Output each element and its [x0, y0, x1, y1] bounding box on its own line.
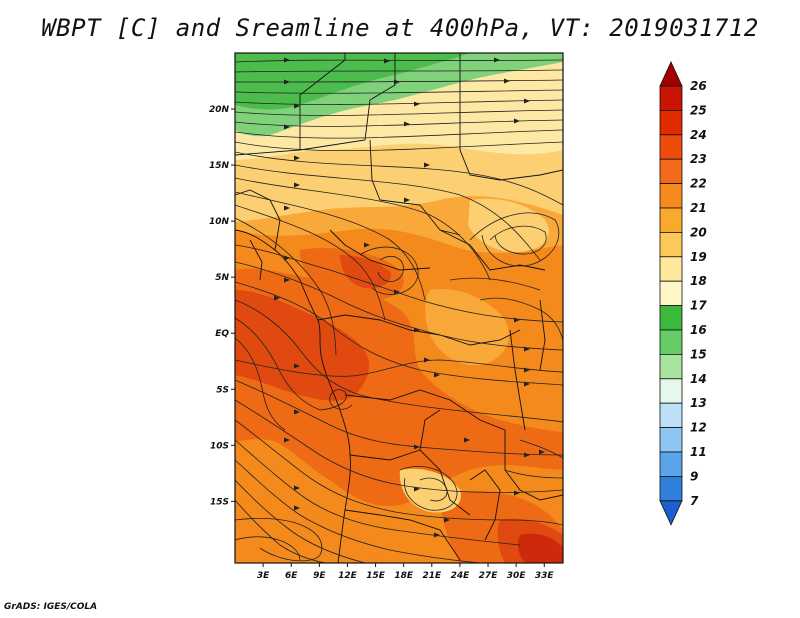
lat-label: 15N — [209, 161, 230, 171]
colorbar-label: 15 — [690, 347, 707, 361]
colorbar-swatch — [659, 158, 683, 184]
lat-label: 10N — [209, 217, 230, 227]
streamline-arrows — [274, 57, 545, 538]
colorbar-label: 12 — [690, 421, 707, 435]
colorbar-swatch — [659, 305, 683, 331]
colorbar-label: 7 — [690, 494, 699, 508]
wbpt-shading — [235, 53, 563, 563]
colorbar-label: 13 — [690, 396, 707, 410]
lon-label: 30E — [507, 571, 527, 581]
lon-label: 15E — [366, 571, 386, 581]
colorbar-swatch — [659, 110, 683, 136]
lat-label: 5S — [216, 385, 229, 395]
lon-label: 6E — [285, 571, 298, 581]
colorbar-label: 11 — [690, 445, 707, 459]
colorbar-label: 24 — [690, 128, 707, 142]
colorbar-label: 21 — [690, 201, 707, 215]
longitude-axis: 3E 6E 9E 12E 15E 18E 21E 24E 27E 30E 33E — [257, 563, 555, 581]
streamlines — [235, 59, 563, 563]
colorbar-label: 9 — [690, 469, 698, 483]
lon-label: 3E — [257, 571, 270, 581]
colorbar-swatch — [659, 183, 683, 209]
latitude-axis: 20N 15N 10N 5N EQ 5S 10S 15S — [209, 105, 235, 507]
colorbar-label: 26 — [690, 79, 707, 93]
footer-credit: GrADS: IGES/COLA — [4, 602, 98, 612]
lat-label: 15S — [210, 497, 229, 507]
lon-label: 21E — [422, 571, 442, 581]
colorbar-swatch — [659, 280, 683, 307]
colorbar-label: 23 — [690, 152, 707, 166]
lon-label: 12E — [338, 571, 358, 581]
colorbar-label: 16 — [690, 323, 707, 337]
colorbar-bottom-arrow — [659, 500, 683, 526]
lon-label: 9E — [313, 571, 326, 581]
colorbar-swatch — [659, 451, 683, 477]
lon-label: 33E — [535, 571, 555, 581]
map-frame — [234, 52, 564, 564]
colorbar-swatch — [659, 256, 683, 282]
colorbar-swatch — [659, 427, 683, 453]
colorbar-swatch — [659, 402, 683, 429]
lon-label: 24E — [451, 571, 471, 581]
colorbar-swatch — [659, 353, 683, 380]
colorbar-swatch — [659, 329, 683, 355]
colorbar-swatch — [659, 378, 683, 404]
lat-label: 20N — [209, 105, 230, 115]
colorbar-swatch — [659, 231, 683, 258]
lon-label: 18E — [394, 571, 414, 581]
colorbar-swatch — [659, 207, 683, 233]
colorbar-swatch — [659, 85, 683, 111]
colorbar-label: 17 — [690, 299, 707, 313]
lat-label: EQ — [215, 329, 229, 339]
colorbar-label: 18 — [690, 274, 707, 288]
colorbar: 26 25 24 23 22 21 20 19 18 17 16 15 14 13 12 11 9 7 — [659, 61, 707, 526]
colorbar-swatch — [659, 134, 683, 160]
lat-label: 5N — [215, 273, 229, 283]
colorbar-label: 22 — [690, 177, 707, 191]
colorbar-label: 14 — [690, 372, 707, 386]
colorbar-label: 19 — [690, 250, 707, 264]
colorbar-swatch — [659, 475, 683, 502]
map-title: WBPT [C] and Sreamline at 400hPa, VT: 20… — [41, 14, 759, 42]
colorbar-top-arrow — [659, 61, 683, 87]
colorbar-label: 20 — [690, 225, 707, 239]
lat-label: 10S — [210, 441, 229, 451]
colorbar-label: 25 — [690, 103, 707, 117]
lon-label: 27E — [479, 571, 499, 581]
